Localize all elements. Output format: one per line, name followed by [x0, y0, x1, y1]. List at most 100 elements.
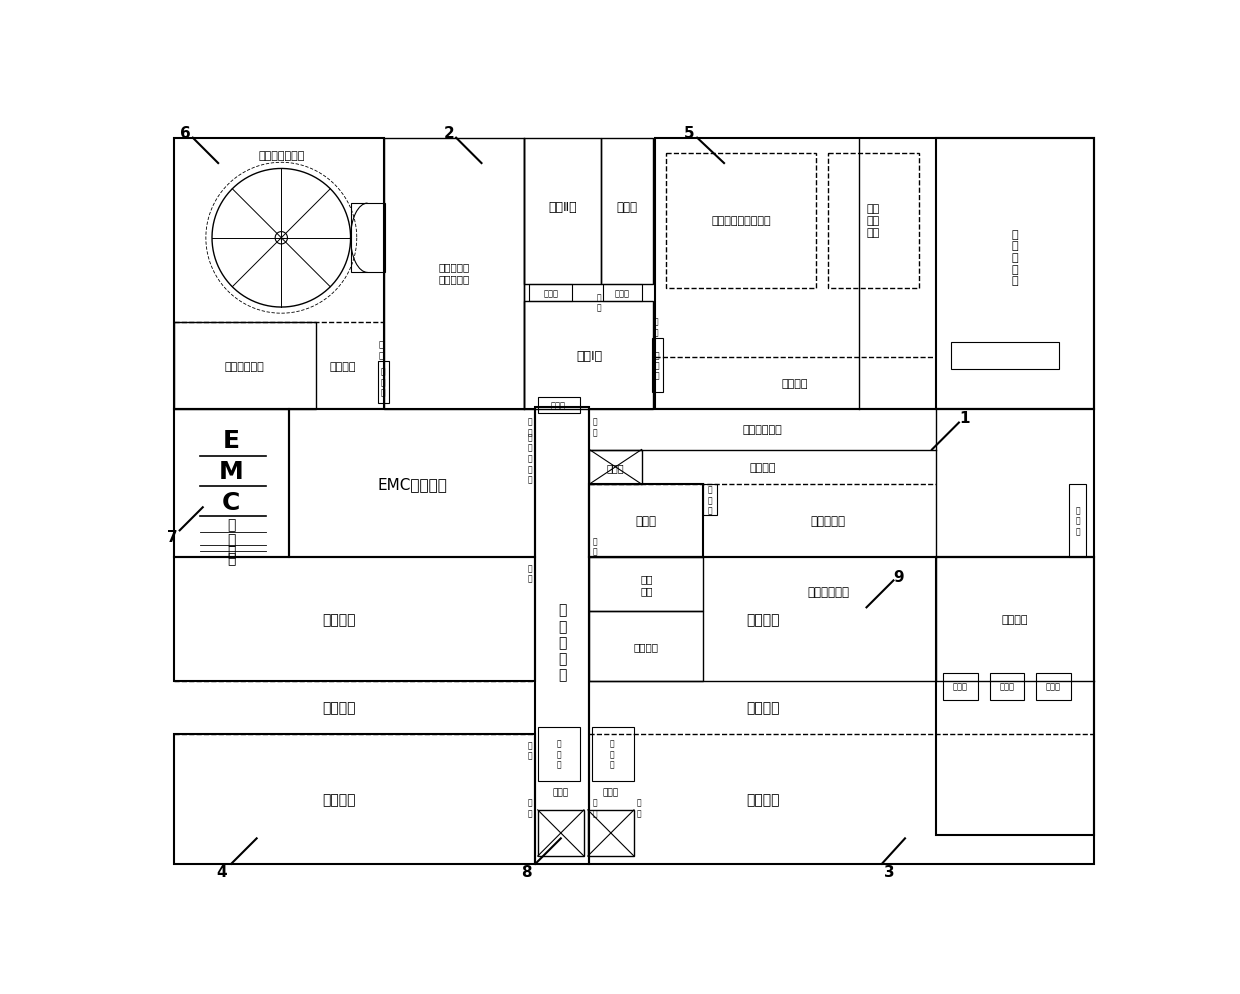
Text: 卷
帘
门: 卷 帘 门	[557, 739, 560, 768]
Bar	[588, 810, 634, 856]
Bar	[351, 204, 386, 273]
Bar	[377, 362, 389, 404]
Text: 工装存放工位: 工装存放工位	[743, 425, 782, 435]
Text: 风淋室: 风淋室	[553, 788, 569, 797]
Bar	[538, 810, 584, 856]
Bar	[703, 485, 717, 516]
Text: 小
门: 小 门	[528, 432, 532, 452]
Text: 小
门: 小 门	[528, 417, 532, 436]
Bar	[538, 398, 580, 414]
Bar	[601, 138, 653, 284]
Bar	[603, 284, 641, 301]
Text: 物流通道: 物流通道	[322, 701, 356, 715]
Text: 卷
帘
门: 卷 帘 门	[381, 368, 386, 398]
Text: 卷帘门: 卷帘门	[543, 288, 558, 297]
Text: 卷
帘
门: 卷 帘 门	[610, 739, 615, 768]
Text: 小
门: 小 门	[596, 292, 601, 312]
Text: 总装工位: 总装工位	[322, 612, 356, 626]
Text: C: C	[222, 490, 241, 514]
Text: 2: 2	[444, 125, 455, 140]
Text: 物流通道: 物流通道	[749, 463, 776, 473]
Text: 货淋室: 货淋室	[636, 514, 657, 527]
Bar	[990, 673, 1024, 700]
Text: 验: 验	[227, 532, 236, 547]
Text: 质测台: 质测台	[952, 682, 968, 691]
Text: 物流通道: 物流通道	[634, 641, 658, 651]
Text: 小
门: 小 门	[653, 317, 658, 337]
Text: 质测台: 质测台	[999, 682, 1014, 691]
Text: 卷帘门: 卷帘门	[551, 401, 565, 410]
Bar	[1069, 485, 1086, 558]
Text: 小
门: 小 门	[528, 564, 532, 582]
Text: 卷
帘
门: 卷 帘 门	[655, 351, 660, 381]
Text: 小
门: 小 门	[593, 417, 596, 436]
Bar	[589, 485, 703, 558]
Bar	[589, 411, 1094, 558]
Text: 工装存放及
技术准备区: 工装存放及 技术准备区	[438, 262, 470, 284]
Bar	[936, 138, 1094, 411]
Text: 设: 设	[227, 545, 236, 559]
Text: 小
门: 小 门	[528, 798, 532, 817]
Text: 配套产品存放: 配套产品存放	[807, 585, 849, 598]
Text: 物流通道: 物流通道	[745, 701, 779, 715]
Bar	[289, 411, 536, 558]
Text: 检漏Ⅱ区: 检漏Ⅱ区	[548, 201, 577, 215]
Text: 物流通道: 物流通道	[781, 379, 808, 389]
Text: 风淋室: 风淋室	[603, 788, 619, 797]
Bar	[589, 450, 641, 485]
Text: EMC试验大厅: EMC试验大厅	[377, 476, 448, 491]
Text: 1: 1	[960, 411, 971, 425]
Text: 质测工位: 质测工位	[1001, 614, 1028, 624]
Text: 验收
工位: 验收 工位	[640, 574, 652, 595]
Text: 卷
帘
门: 卷 帘 门	[708, 485, 713, 515]
Text: 小
门: 小 门	[593, 537, 596, 556]
Text: M: M	[219, 459, 243, 483]
Bar	[174, 138, 383, 411]
Bar	[828, 154, 919, 288]
Text: 风淋室: 风淋室	[606, 463, 624, 473]
Text: E: E	[223, 428, 239, 453]
Bar	[936, 558, 1094, 835]
Text: 总装工位: 总装工位	[745, 612, 779, 626]
Bar	[174, 323, 316, 411]
Text: 小
门: 小 门	[379, 340, 384, 360]
Bar	[1035, 673, 1070, 700]
Text: 空间环境模拟器: 空间环境模拟器	[258, 151, 305, 161]
Text: 噪
声
试
验
间: 噪 声 试 验 间	[1011, 230, 1018, 286]
Text: 主
物
流
通
道: 主 物 流 通 道	[558, 603, 567, 682]
Text: 总装工位: 总装工位	[745, 792, 779, 806]
Bar	[536, 408, 589, 864]
Text: 装卸车工位: 装卸车工位	[811, 514, 846, 527]
Bar	[538, 727, 580, 781]
Text: 收集室: 收集室	[616, 201, 637, 215]
Text: 卷帘门: 卷帘门	[615, 288, 630, 297]
Bar	[174, 735, 536, 864]
Bar	[655, 138, 1094, 411]
Text: 电测工位: 电测工位	[322, 792, 356, 806]
Text: 6: 6	[180, 125, 191, 140]
Text: 3: 3	[884, 864, 895, 879]
Text: 卷
帘
门: 卷 帘 门	[528, 454, 532, 484]
Bar	[589, 558, 1094, 864]
Text: 小
门: 小 门	[593, 798, 596, 817]
Bar	[652, 339, 663, 393]
Bar	[523, 138, 601, 284]
Text: 5: 5	[684, 125, 694, 140]
Text: 垂直
模态
工位: 垂直 模态 工位	[867, 204, 880, 238]
Bar	[666, 154, 816, 288]
Text: 检漏Ⅰ区: 检漏Ⅰ区	[577, 350, 603, 363]
Text: 9: 9	[894, 570, 904, 584]
Text: 大推力振动试验工位: 大推力振动试验工位	[712, 216, 771, 226]
Bar	[589, 611, 703, 681]
Bar	[174, 558, 536, 681]
Text: 小
门: 小 门	[637, 798, 641, 817]
Bar	[591, 727, 634, 781]
Text: 8: 8	[521, 864, 532, 879]
Bar	[383, 138, 523, 411]
Bar	[529, 284, 572, 301]
Bar	[951, 342, 1059, 370]
Bar	[589, 558, 703, 611]
Bar	[174, 411, 289, 558]
Bar	[523, 301, 653, 411]
Text: 小
门: 小 门	[528, 741, 532, 759]
